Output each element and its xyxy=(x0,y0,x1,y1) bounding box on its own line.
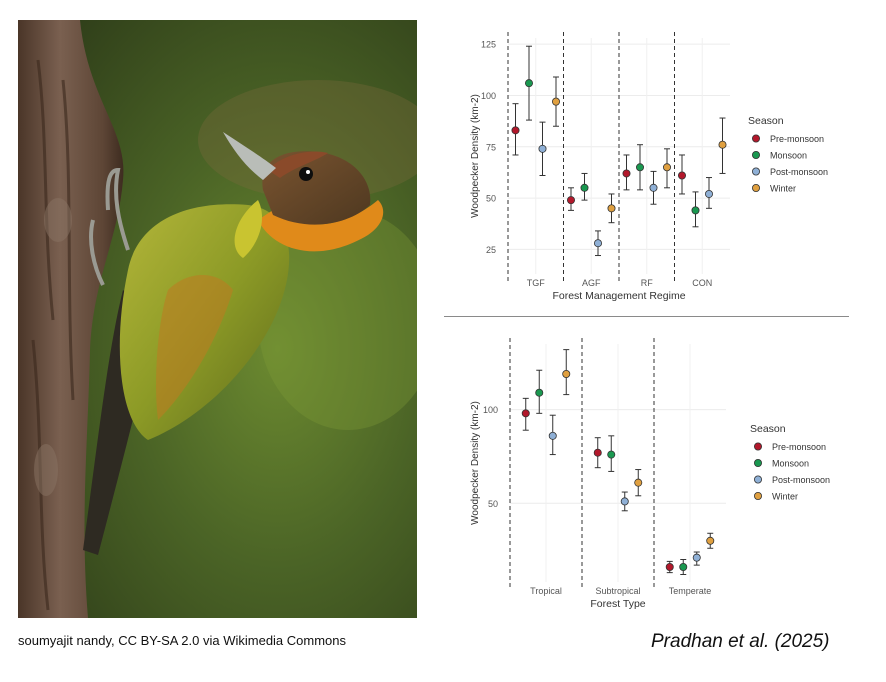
chart-forest-management: 25 50 75 100 125 TGF AGF RF CON Forest Management… xyxy=(444,20,849,310)
top-chart-point-monsoon xyxy=(525,79,534,88)
top-chart-legend-title: Season xyxy=(748,115,784,127)
bottom-chart-point-pre-monsoon xyxy=(593,448,602,457)
bottom-chart-legend-swatch xyxy=(753,491,762,500)
bottom-chart-point-post-monsoon xyxy=(620,497,629,506)
photo-credit: soumyajit nandy, CC BY-SA 2.0 via Wikime… xyxy=(18,633,347,648)
top-chart-xtick-label: RF xyxy=(641,278,653,288)
bottom-chart-point-pre-monsoon xyxy=(665,563,674,572)
top-chart-point-winter xyxy=(662,163,671,172)
bottom-chart-point-pre-monsoon xyxy=(521,409,530,418)
top-chart-legend-label: Winter xyxy=(770,184,796,194)
top-chart-point-monsoon xyxy=(580,183,589,192)
top-chart-legend-label: Post-monsoon xyxy=(770,167,828,177)
top-chart-legend-label: Pre-monsoon xyxy=(770,134,824,144)
chart-forest-type: 50 100 Tropical Subtropical Temperate Forest … xyxy=(444,330,849,620)
bottom-chart-xtick-label: Subtropical xyxy=(595,586,640,596)
bottom-chart-legend-swatch xyxy=(753,442,762,451)
top-chart-point-post-monsoon xyxy=(538,144,547,153)
top-chart-point-monsoon xyxy=(635,163,644,172)
top-chart-xtick-label: AGF xyxy=(582,278,601,288)
bottom-chart-point-monsoon xyxy=(679,563,688,572)
bottom-chart-point-winter xyxy=(562,369,571,378)
top-chart-point-pre-monsoon xyxy=(677,171,686,180)
woodpecker-photo xyxy=(18,20,438,618)
top-chart-xtick-label: TGF xyxy=(527,278,545,288)
bottom-chart-point-monsoon xyxy=(535,388,544,397)
top-chart-point-winter xyxy=(607,204,616,213)
top-chart-xtick-label: CON xyxy=(692,278,712,288)
top-chart-point-post-monsoon xyxy=(649,183,658,192)
bottom-chart-legend-label: Pre-monsoon xyxy=(772,442,826,452)
top-chart-point-pre-monsoon xyxy=(511,126,520,135)
bottom-chart-legend-label: Post-monsoon xyxy=(772,475,830,485)
bottom-chart-y-axis-title: Woodpecker Density (km-2) xyxy=(470,401,481,525)
top-chart-ytick-label: 75 xyxy=(486,142,496,152)
bottom-chart-xtick-label: Tropical xyxy=(530,586,562,596)
top-chart-ytick-label: 25 xyxy=(486,245,496,255)
bottom-chart-legend-swatch xyxy=(753,458,762,467)
panel-divider xyxy=(444,316,849,317)
bottom-chart-ytick-label: 50 xyxy=(488,499,498,509)
chart-forest-management-svg: 25 50 75 100 125 TGF AGF RF CON Forest Management… xyxy=(470,32,828,302)
top-chart-legend-swatch xyxy=(751,183,760,192)
bottom-chart-point-post-monsoon xyxy=(692,553,701,562)
top-chart-point-monsoon xyxy=(691,206,700,215)
top-chart-point-pre-monsoon xyxy=(622,169,631,178)
top-chart-y-axis-title: Woodpecker Density (km-2) xyxy=(470,94,481,218)
top-chart-point-post-monsoon xyxy=(593,239,602,248)
top-chart-legend-label: Monsoon xyxy=(770,151,807,161)
top-chart-legend-swatch xyxy=(751,134,760,143)
top-chart-point-winter xyxy=(718,140,727,149)
top-chart-point-post-monsoon xyxy=(704,189,713,198)
citation: Pradhan et al. (2025) xyxy=(651,631,830,652)
top-chart-ytick-label: 50 xyxy=(486,194,496,204)
bottom-chart-legend-swatch xyxy=(753,475,762,484)
bottom-chart-legend-label: Monsoon xyxy=(772,459,809,469)
bottom-chart-point-winter xyxy=(634,478,643,487)
top-chart-legend-swatch xyxy=(751,150,760,159)
bottom-chart-point-monsoon xyxy=(607,450,616,459)
bottom-chart-point-post-monsoon xyxy=(548,431,557,440)
top-chart-point-winter xyxy=(552,97,561,106)
bottom-chart-x-axis-title: Forest Type xyxy=(590,598,645,610)
woodpecker-illustration xyxy=(18,20,438,618)
top-chart-point-pre-monsoon xyxy=(567,196,576,205)
bottom-chart-xtick-label: Temperate xyxy=(669,586,712,596)
bottom-chart-legend-title: Season xyxy=(750,423,786,435)
chart-forest-type-svg: 50 100 Tropical Subtropical Temperate Forest … xyxy=(470,338,830,610)
top-chart-x-axis-title: Forest Management Regime xyxy=(552,290,685,302)
bottom-chart-point-winter xyxy=(706,536,715,545)
top-chart-ytick-label: 100 xyxy=(481,91,496,101)
top-chart-ytick-label: 125 xyxy=(481,40,496,50)
bottom-chart-ytick-label: 100 xyxy=(483,405,498,415)
top-chart-legend-swatch xyxy=(751,167,760,176)
bottom-chart-legend-label: Winter xyxy=(772,492,798,502)
